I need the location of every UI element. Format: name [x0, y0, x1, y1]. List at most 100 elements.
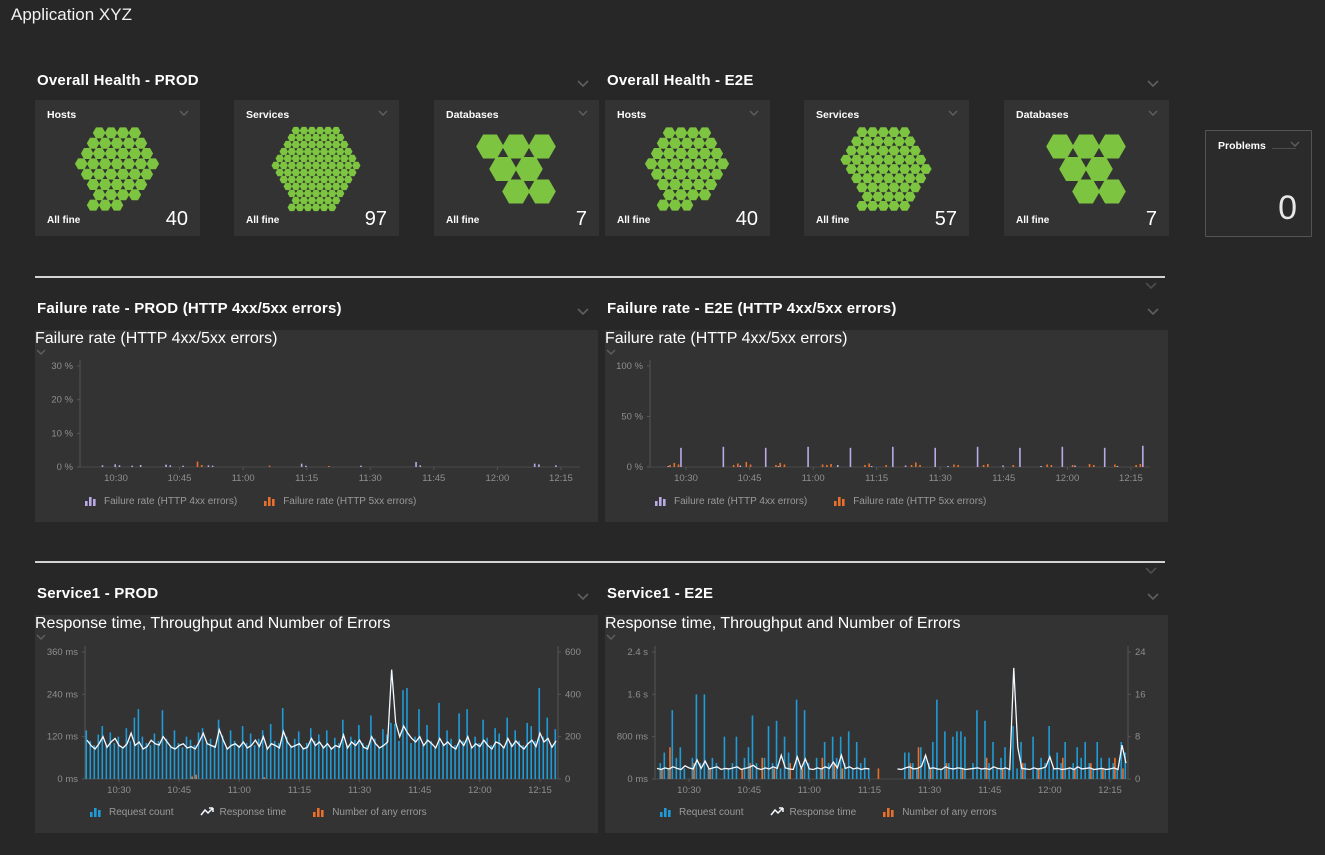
- chevron-down-icon[interactable]: [1289, 140, 1303, 149]
- bar-series-icon: [882, 806, 896, 818]
- bar-series-icon: [833, 495, 847, 507]
- svg-text:12:00: 12:00: [468, 785, 492, 796]
- legend-item[interactable]: Failure rate (HTTP 5xx errors): [263, 495, 416, 507]
- health-status-label: All fine: [446, 215, 479, 226]
- svg-text:800 ms: 800 ms: [617, 732, 648, 743]
- legend-item[interactable]: Response time: [770, 806, 857, 818]
- chevron-down-icon[interactable]: [576, 307, 590, 316]
- health-tile-services-prod[interactable]: Services All fine 97: [234, 100, 399, 236]
- svg-text:11:30: 11:30: [929, 473, 952, 484]
- legend-item[interactable]: Failure rate (HTTP 4xx errors): [84, 495, 237, 507]
- legend-label: Failure rate (HTTP 4xx errors): [674, 496, 807, 507]
- health-tile-hosts-e2e[interactable]: Hosts All fine 40: [605, 100, 770, 236]
- svg-text:11:45: 11:45: [992, 473, 1015, 484]
- health-status-label: All fine: [816, 215, 849, 226]
- legend-label: Failure rate (HTTP 5xx errors): [283, 496, 416, 507]
- chevron-down-icon[interactable]: [605, 348, 619, 357]
- svg-text:12:00: 12:00: [1038, 785, 1062, 796]
- hexagon-health-grid: [605, 120, 770, 218]
- bar-series-icon: [89, 806, 103, 818]
- health-status-label: All fine: [246, 215, 279, 226]
- service1-e2e-chart-tile[interactable]: 2.4 s1.6 s800 ms0 ms24168010:3010:4511:0…: [605, 615, 1168, 833]
- svg-text:11:30: 11:30: [918, 785, 941, 796]
- service1-prod-chart-tile[interactable]: 360 ms240 ms120 ms0 ms600400200010:3010:…: [35, 615, 598, 833]
- svg-text:10:45: 10:45: [168, 473, 192, 484]
- svg-text:120 ms: 120 ms: [47, 732, 78, 743]
- health-count: 57: [935, 208, 957, 231]
- svg-text:11:15: 11:15: [295, 473, 318, 484]
- chevron-down-icon[interactable]: [577, 109, 591, 118]
- health-status-label: All fine: [617, 215, 650, 226]
- legend-item[interactable]: Number of any errors: [882, 806, 996, 818]
- svg-text:12:15: 12:15: [1098, 785, 1122, 796]
- health-tile-databases-e2e[interactable]: Databases All fine 7: [1004, 100, 1169, 236]
- chevron-down-icon[interactable]: [1146, 592, 1160, 601]
- svg-text:11:15: 11:15: [858, 785, 881, 796]
- health-tile-databases-prod[interactable]: Databases All fine 7: [434, 100, 599, 236]
- chart-legend: Failure rate (HTTP 4xx errors) Failure ra…: [84, 495, 416, 507]
- legend-item[interactable]: Failure rate (HTTP 5xx errors): [833, 495, 986, 507]
- section-title-failure-e2e: Failure rate - E2E (HTTP 4xx/5xx errors): [607, 300, 897, 317]
- svg-text:11:00: 11:00: [798, 785, 821, 796]
- health-tile-services-e2e[interactable]: Services All fine 57: [804, 100, 969, 236]
- health-count: 97: [365, 208, 387, 231]
- legend-item[interactable]: Request count: [659, 806, 744, 818]
- svg-text:11:45: 11:45: [978, 785, 1001, 796]
- svg-text:0 %: 0 %: [57, 462, 74, 473]
- svg-text:10:30: 10:30: [677, 785, 701, 796]
- svg-text:12:00: 12:00: [485, 473, 509, 484]
- svg-text:11:00: 11:00: [802, 473, 825, 484]
- svg-text:12:15: 12:15: [1119, 473, 1143, 484]
- section-title-failure-prod: Failure rate - PROD (HTTP 4xx/5xx errors…: [37, 300, 342, 317]
- legend-label: Request count: [109, 807, 174, 818]
- chevron-down-icon[interactable]: [178, 109, 192, 118]
- failure-rate-e2e-chart-tile[interactable]: 100 %50 %0 %10:3010:4511:0011:1511:3011:…: [605, 330, 1168, 522]
- legend-item[interactable]: Response time: [200, 806, 287, 818]
- bar-series-icon: [84, 495, 98, 507]
- health-count: 7: [576, 208, 587, 231]
- section-divider: [35, 561, 1165, 563]
- svg-text:400: 400: [565, 689, 581, 700]
- svg-text:11:30: 11:30: [348, 785, 371, 796]
- svg-text:2.4 s: 2.4 s: [627, 647, 648, 658]
- legend-label: Failure rate (HTTP 4xx errors): [104, 496, 237, 507]
- chevron-down-icon[interactable]: [576, 79, 590, 88]
- chevron-down-icon[interactable]: [35, 348, 49, 357]
- legend-label: Request count: [679, 807, 744, 818]
- chevron-down-icon[interactable]: [947, 109, 961, 118]
- problems-count: 0: [1278, 189, 1297, 228]
- legend-item[interactable]: Request count: [89, 806, 174, 818]
- svg-text:11:00: 11:00: [228, 785, 251, 796]
- svg-text:10:45: 10:45: [737, 785, 761, 796]
- chevron-down-icon[interactable]: [605, 633, 619, 642]
- legend-item[interactable]: Number of any errors: [312, 806, 426, 818]
- chart-legend: Request count Response time Number of any …: [89, 806, 427, 818]
- section-title-service-e2e: Service1 - E2E: [607, 585, 713, 602]
- line-series-icon: [770, 806, 784, 818]
- svg-text:100 %: 100 %: [616, 361, 643, 372]
- hexagon-health-grid: [234, 120, 399, 218]
- chevron-down-icon[interactable]: [1147, 109, 1161, 118]
- legend-item[interactable]: Failure rate (HTTP 4xx errors): [654, 495, 807, 507]
- health-status-label: All fine: [1016, 215, 1049, 226]
- svg-text:16: 16: [1135, 689, 1146, 700]
- health-tile-hosts-prod[interactable]: Hosts All fine 40: [35, 100, 200, 236]
- chevron-down-icon[interactable]: [1146, 79, 1160, 88]
- svg-text:0 ms: 0 ms: [57, 774, 78, 785]
- problems-tile[interactable]: Problems 0: [1205, 130, 1312, 237]
- failure-rate-prod-chart-tile[interactable]: 30 %20 %10 %0 %10:3010:4511:0011:1511:30…: [35, 330, 598, 522]
- chevron-down-icon[interactable]: [377, 109, 391, 118]
- chevron-down-icon[interactable]: [35, 633, 49, 642]
- svg-text:11:30: 11:30: [359, 473, 382, 484]
- divider-collapse-chevron-icon[interactable]: [1144, 566, 1158, 575]
- svg-text:20 %: 20 %: [51, 395, 73, 406]
- chevron-down-icon[interactable]: [576, 592, 590, 601]
- chevron-down-icon[interactable]: [1146, 307, 1160, 316]
- svg-text:10:45: 10:45: [738, 473, 762, 484]
- svg-text:50 %: 50 %: [621, 412, 643, 423]
- divider-collapse-chevron-icon[interactable]: [1144, 281, 1158, 290]
- bar-series-icon: [659, 806, 673, 818]
- svg-text:600: 600: [565, 647, 581, 658]
- svg-text:0: 0: [1135, 774, 1140, 785]
- chevron-down-icon[interactable]: [748, 109, 762, 118]
